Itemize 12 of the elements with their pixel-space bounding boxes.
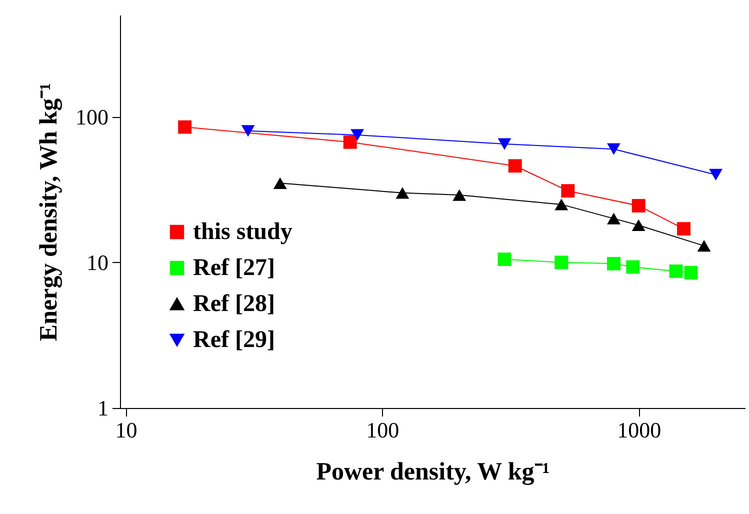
legend-label: Ref [29] [193,327,275,353]
legend-label: this study [193,219,292,245]
y-tick-label: 10 [86,250,108,275]
y-tick-label: 100 [76,104,108,130]
x-axis-title: Power density, W kg⁻¹ [316,458,550,486]
legend-label: Ref [28] [193,291,275,317]
legend-label: Ref [27] [193,255,275,281]
x-tick-label: 1000 [617,418,662,442]
x-tick-label: 10 [115,418,138,442]
y-tick-label: 1 [98,396,108,420]
y-axis-title: Energy density, Wh kg⁻¹ [36,82,62,342]
x-tick-label: 100 [366,418,400,442]
